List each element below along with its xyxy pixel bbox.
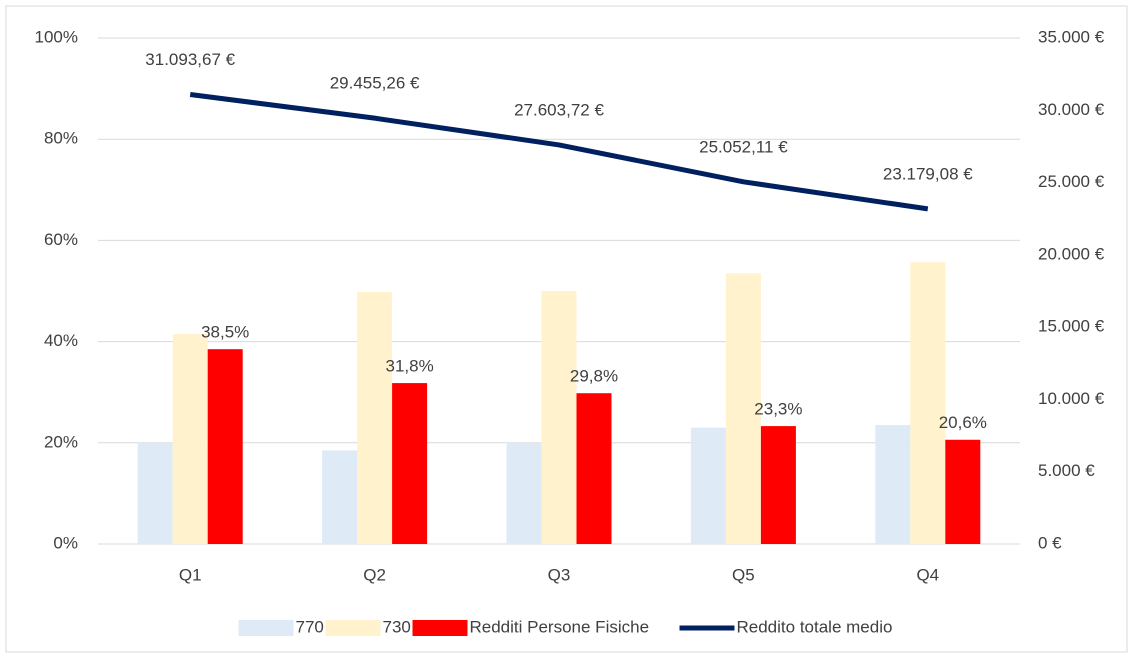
data-label: 29,8% xyxy=(570,367,618,386)
bar xyxy=(725,273,761,544)
bar xyxy=(172,334,208,544)
bar xyxy=(945,439,981,544)
y2-tick-label: 20.000 € xyxy=(1038,244,1105,263)
x-tick-label: Q1 xyxy=(179,565,202,584)
y2-tick-label: 0 € xyxy=(1038,533,1062,552)
legend-label: Reddito totale medio xyxy=(737,617,893,636)
bar xyxy=(910,262,946,544)
data-label: 23.179,08 € xyxy=(883,164,973,183)
y-tick-label: 0% xyxy=(53,533,78,552)
legend-label: 730 xyxy=(383,617,411,636)
y-tick-label: 40% xyxy=(44,331,78,350)
bar xyxy=(541,291,577,544)
y-tick-label: 20% xyxy=(44,432,78,451)
data-label: 29.455,26 € xyxy=(330,74,420,93)
x-tick-label: Q5 xyxy=(732,565,755,584)
bar xyxy=(392,383,428,544)
bar xyxy=(137,442,173,544)
y2-tick-label: 15.000 € xyxy=(1038,317,1105,336)
y-tick-label: 100% xyxy=(35,27,78,46)
line xyxy=(189,91,929,212)
bar xyxy=(506,442,542,544)
x-tick-label: Q3 xyxy=(548,565,571,584)
x-tick-label: Q2 xyxy=(363,565,386,584)
bar xyxy=(357,292,393,544)
y2-tick-label: 35.000 € xyxy=(1038,27,1105,46)
bar xyxy=(760,426,796,544)
x-tick-label: Q4 xyxy=(916,565,939,584)
data-label: 31.093,67 € xyxy=(145,50,235,69)
y2-tick-label: 30.000 € xyxy=(1038,100,1105,119)
legend-swatch xyxy=(238,620,294,636)
data-label: 23,3% xyxy=(754,400,802,419)
bar xyxy=(322,450,358,544)
y2-tick-label: 25.000 € xyxy=(1038,172,1105,191)
bar xyxy=(875,425,911,544)
y-tick-label: 80% xyxy=(44,129,78,148)
bar xyxy=(690,427,726,544)
data-label: 20,6% xyxy=(939,413,987,432)
y2-tick-label: 5.000 € xyxy=(1038,461,1095,480)
data-label: 38,5% xyxy=(201,323,249,342)
bar xyxy=(207,349,243,544)
data-label: 31,8% xyxy=(385,357,433,376)
legend-swatch xyxy=(412,620,468,636)
y-tick-label: 60% xyxy=(44,230,78,249)
y2-tick-label: 10.000 € xyxy=(1038,389,1105,408)
data-label: 25.052,11 € xyxy=(699,137,788,156)
data-label: 27.603,72 € xyxy=(514,100,604,119)
legend-label: 770 xyxy=(296,617,324,636)
legend-swatch xyxy=(325,620,381,636)
legend-label: Redditi Persone Fisiche xyxy=(470,617,650,636)
bar xyxy=(576,393,612,544)
